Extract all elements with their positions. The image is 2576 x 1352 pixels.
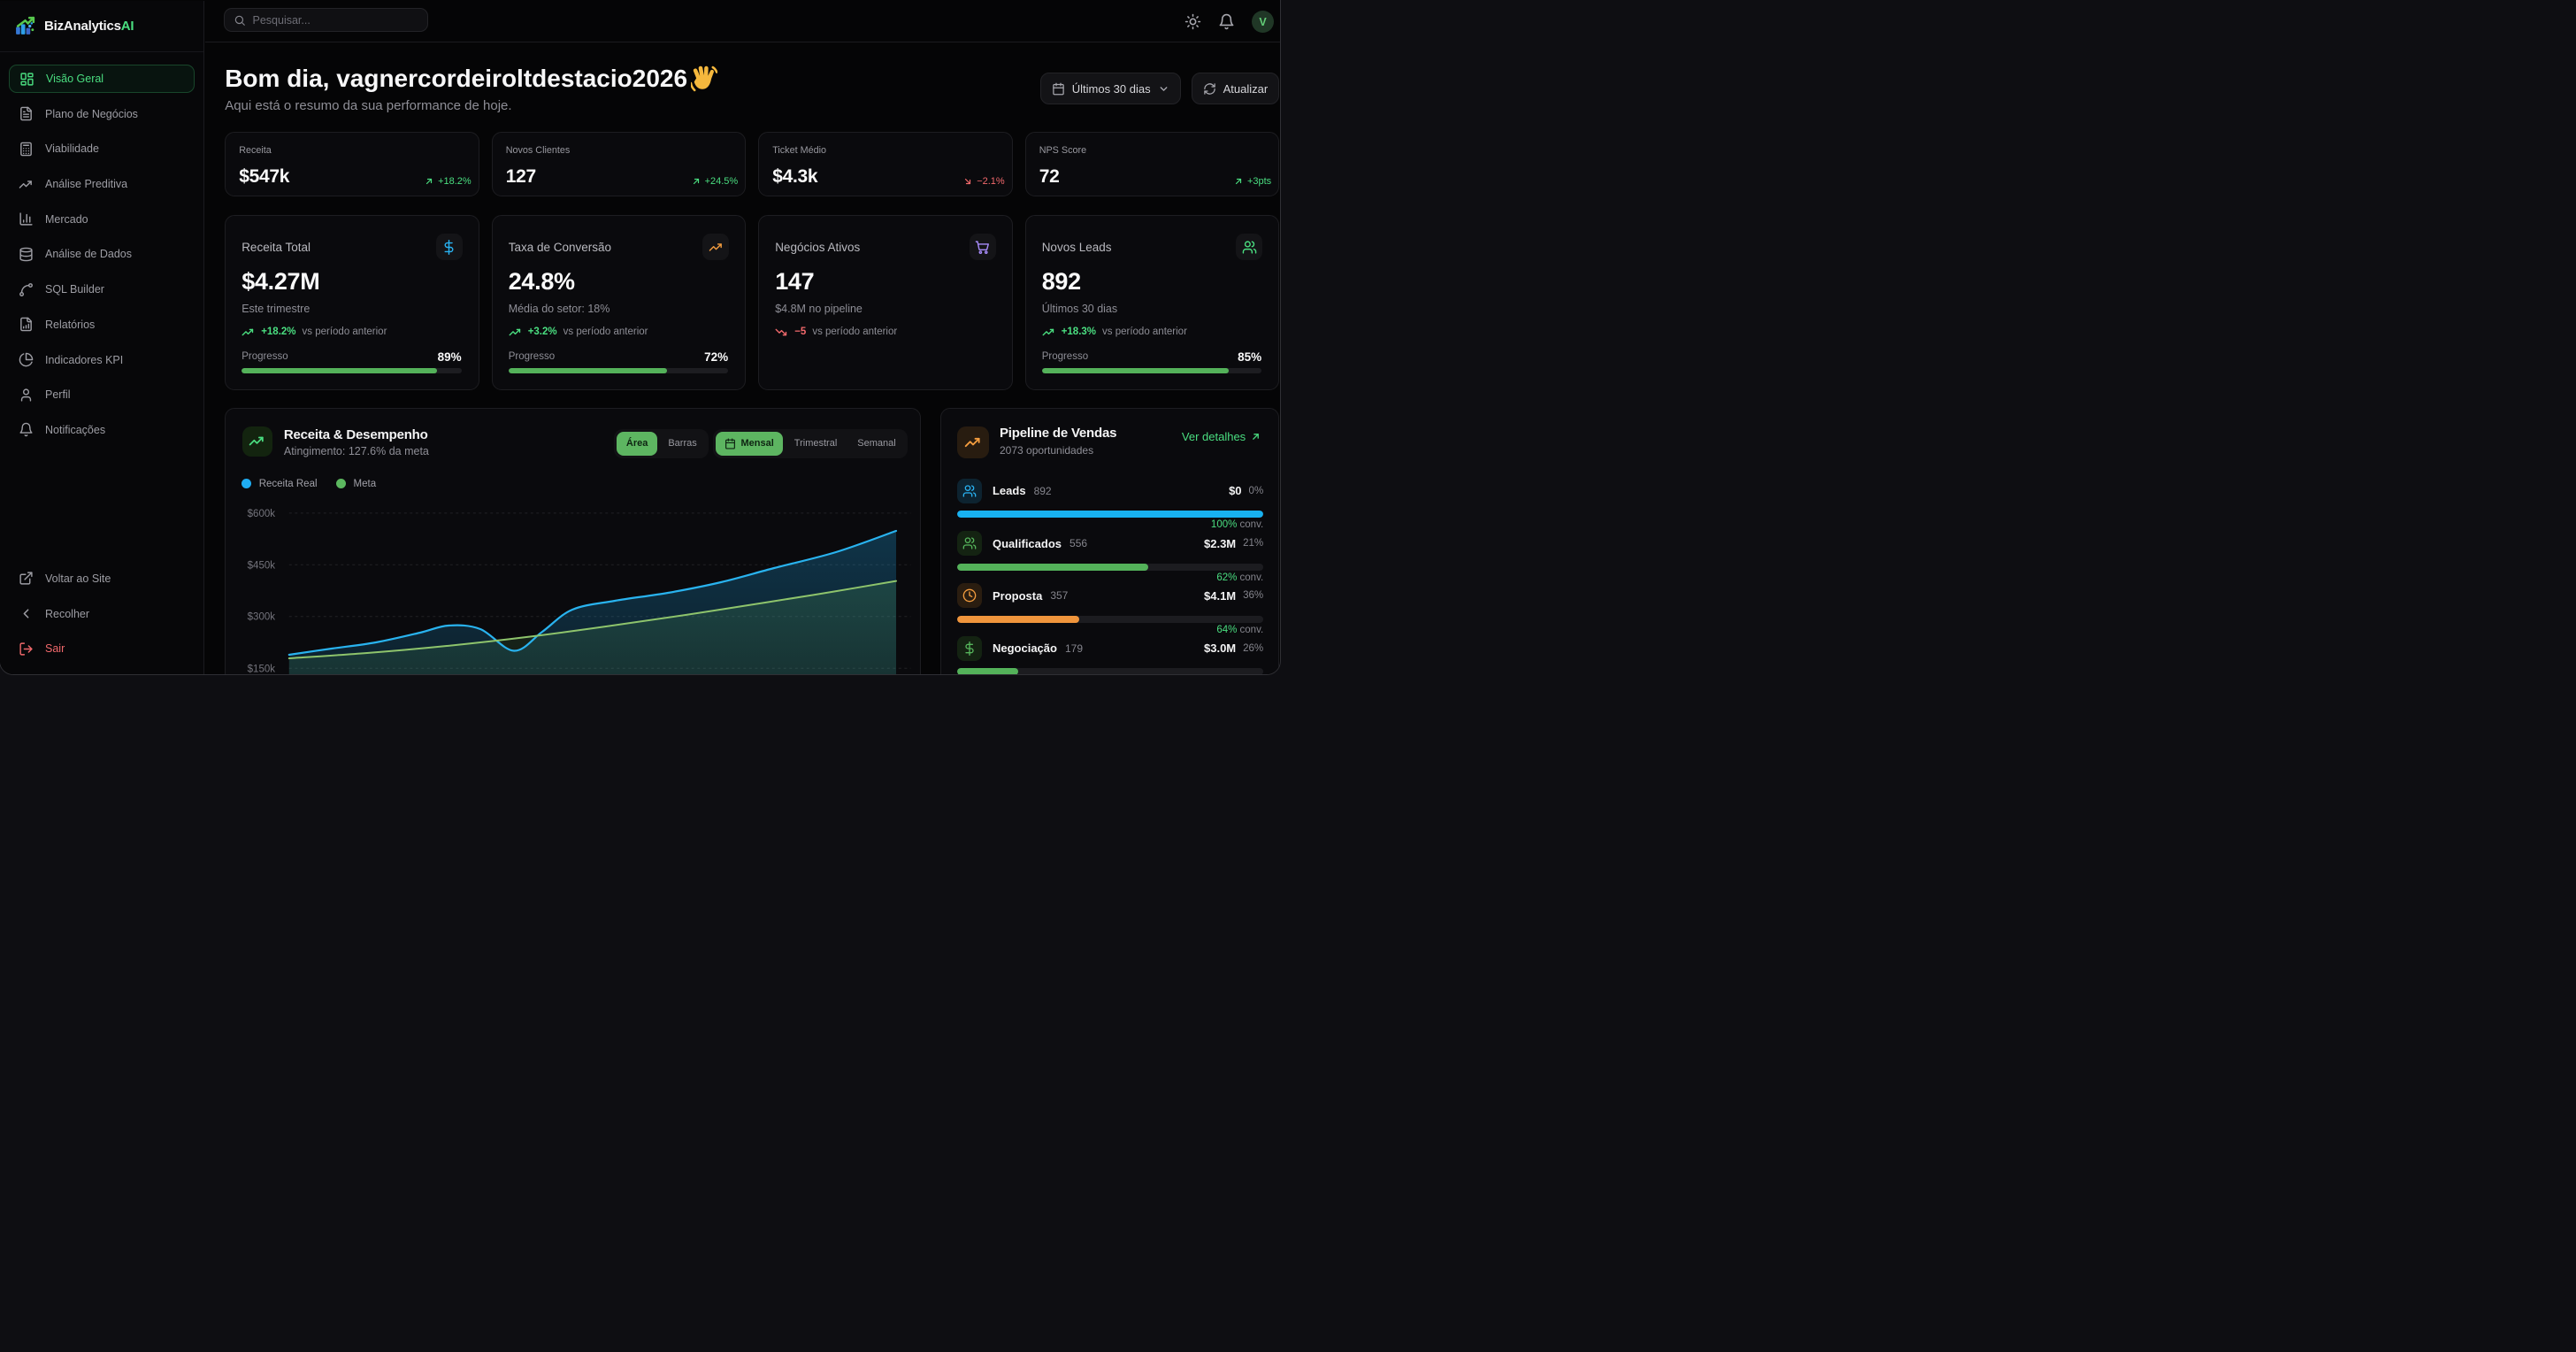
svg-text:$450k: $450k bbox=[248, 560, 276, 571]
svg-text:$600k: $600k bbox=[248, 508, 276, 519]
svg-text:$300k: $300k bbox=[248, 611, 276, 622]
svg-text:$150k: $150k bbox=[248, 664, 276, 674]
